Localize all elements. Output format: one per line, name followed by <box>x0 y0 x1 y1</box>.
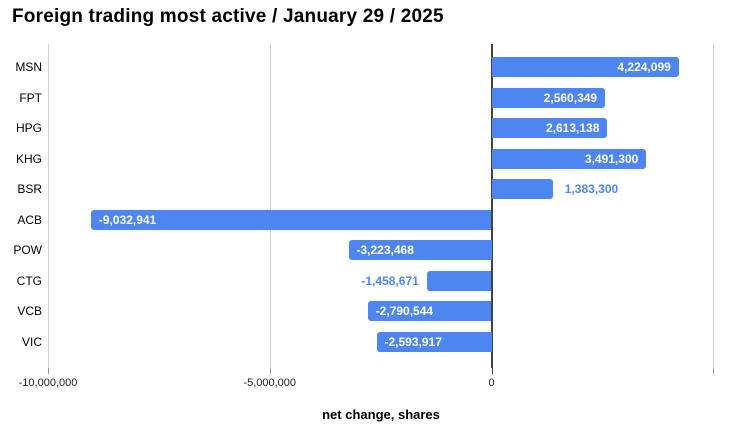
category-label: CTG <box>16 274 42 288</box>
x-tick-label: -10,000,000 <box>18 377 78 389</box>
chart-title: Foreign trading most active / January 29… <box>12 6 444 27</box>
category-label: FPT <box>19 91 42 105</box>
category-label: POW <box>13 243 42 257</box>
bar-vcb <box>367 301 492 321</box>
bar-hpg <box>491 118 608 138</box>
gridline <box>713 44 715 368</box>
bar-bsr <box>491 179 553 199</box>
value-label: -3,223,468 <box>356 243 414 257</box>
x-tick-label: 0 <box>488 377 495 389</box>
x-axis-title: net change, shares <box>322 407 440 422</box>
bar-fpt <box>491 88 606 108</box>
category-label: MSN <box>15 60 42 74</box>
axis-tick <box>491 368 493 374</box>
category-label: HPG <box>15 121 42 135</box>
category-label: VCB <box>17 304 42 318</box>
category-label: KHG <box>15 152 42 166</box>
axis-tick <box>269 368 271 374</box>
gridline <box>269 44 271 368</box>
category-label: ACB <box>17 213 42 227</box>
bar-vic <box>376 332 492 352</box>
value-label: 1,383,300 <box>564 182 619 196</box>
zero-axis-line <box>490 44 493 368</box>
category-label: BSR <box>17 182 42 196</box>
bar-msn <box>491 57 679 77</box>
bar-pow <box>348 240 492 260</box>
value-label: 2,613,138 <box>546 121 600 135</box>
bar-khg <box>491 149 647 169</box>
value-label: -9,032,941 <box>98 213 157 227</box>
value-label: 4,224,099 <box>617 60 671 74</box>
value-label: -2,593,917 <box>384 335 442 349</box>
bar-acb <box>90 210 492 230</box>
axis-tick <box>48 368 49 374</box>
bar-ctg <box>426 271 492 291</box>
value-label: 3,491,300 <box>584 152 639 166</box>
category-label: VIC <box>21 335 42 349</box>
value-label: 2,560,349 <box>543 91 598 105</box>
value-label: -2,790,544 <box>375 304 434 318</box>
x-tick-label: -5,000,000 <box>243 377 297 389</box>
value-label: -1,458,671 <box>361 274 419 288</box>
gridline <box>48 44 49 368</box>
axis-tick <box>713 368 715 374</box>
